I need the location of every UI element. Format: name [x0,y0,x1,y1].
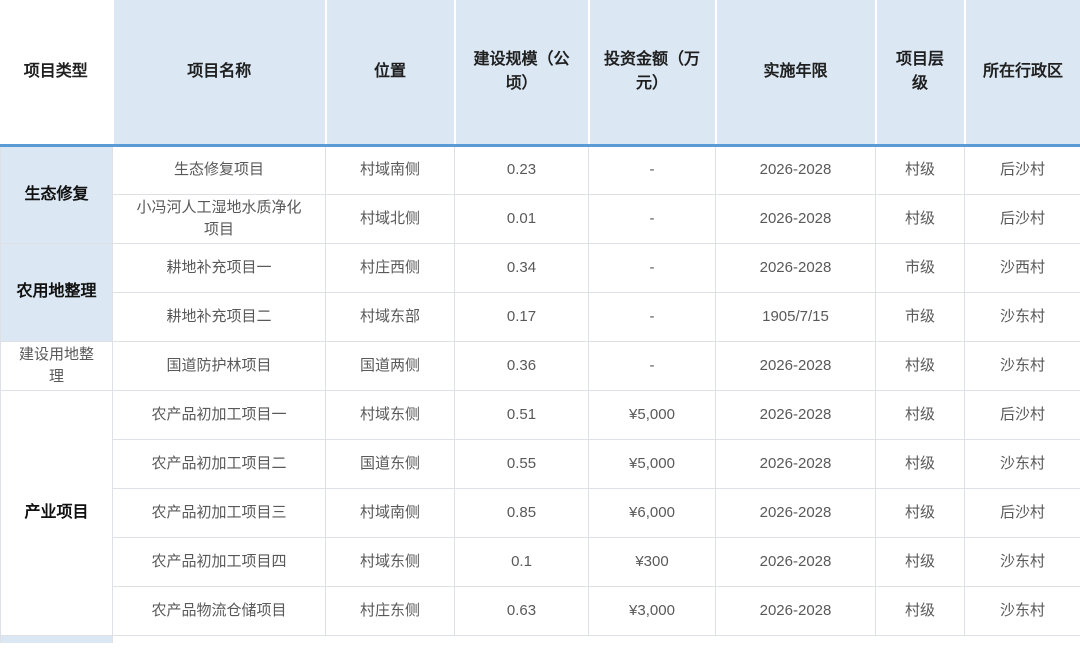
cell-district: 沙西村 [964,242,1080,293]
cell-project-name: 农产品初加工项目二 [112,438,326,489]
cell-scale: 0.34 [454,242,589,293]
cell-scale: 0.1 [454,536,589,587]
cell-years: 2026-2028 [715,193,876,244]
col-header-district: 所在行政区 [964,0,1080,147]
cell-scale: 0.85 [454,487,589,538]
col-header-location: 位置 [325,0,456,147]
cell-years: 2026-2028 [715,438,876,489]
cell-years: 1905/7/15 [715,291,876,342]
cell-level: 村级 [875,487,965,538]
cut-off-group-cell [0,634,113,643]
col-header-level: 项目层级 [875,0,966,147]
cell-project-name: 农产品初加工项目一 [112,389,326,440]
group-cell-ecological-restoration: 生态修复 [0,144,113,244]
cell-years: 2026-2028 [715,536,876,587]
cell-location: 村域东部 [325,291,455,342]
cell-investment: - [588,144,716,195]
col-header-project-type: 项目类型 [0,0,114,147]
cell-project-name: 小冯河人工湿地水质净化项目 [112,193,326,244]
col-header-scale: 建设规模（公顷） [454,0,590,147]
cell-district: 后沙村 [964,389,1080,440]
cell-investment: - [588,193,716,244]
cell-level: 市级 [875,291,965,342]
cell-investment: ¥5,000 [588,389,716,440]
cell-location: 村庄西侧 [325,242,455,293]
cell-investment: - [588,291,716,342]
cell-investment: ¥6,000 [588,487,716,538]
cell-scale: 0.36 [454,340,589,391]
cell-location: 村域南侧 [325,487,455,538]
cell-district: 沙东村 [964,438,1080,489]
cell-district: 沙东村 [964,536,1080,587]
cell-project-name: 农产品初加工项目四 [112,536,326,587]
col-header-project-name: 项目名称 [112,0,327,147]
cell-location: 国道东侧 [325,438,455,489]
cell-location: 村域南侧 [325,144,455,195]
cell-district: 沙东村 [964,340,1080,391]
cell-years: 2026-2028 [715,487,876,538]
cell-level: 村级 [875,585,965,636]
cell-years: 2026-2028 [715,242,876,293]
group-cell-industry-projects: 产业项目 [0,389,113,636]
cell-project-name: 耕地补充项目二 [112,291,326,342]
cell-location: 村域北侧 [325,193,455,244]
cell-scale: 0.01 [454,193,589,244]
table-row: 农产品物流仓储项目 村庄东侧 0.63 ¥3,000 2026-2028 村级 … [1,585,1080,636]
cell-investment: - [588,242,716,293]
header-row: 项目类型 项目名称 位置 建设规模（公顷） 投资金额（万元） 实施年限 项目层级… [0,0,1080,147]
cell-project-name: 国道防护林项目 [112,340,326,391]
cell-level: 村级 [875,438,965,489]
cell-project-name: 耕地补充项目一 [112,242,326,293]
cell-project-name: 生态修复项目 [112,144,326,195]
table-row: 小冯河人工湿地水质净化项目 村域北侧 0.01 - 2026-2028 村级 后… [1,193,1080,244]
cell-scale: 0.51 [454,389,589,440]
table-row: 生态修复 生态修复项目 村域南侧 0.23 - 2026-2028 村级 后沙村 [0,144,1080,244]
cell-project-name: 农产品初加工项目三 [112,487,326,538]
cell-investment: ¥300 [588,536,716,587]
cell-scale: 0.23 [454,144,589,195]
cell-level: 村级 [875,389,965,440]
col-header-years: 实施年限 [715,0,877,147]
table-row: 农产品初加工项目二 国道东侧 0.55 ¥5,000 2026-2028 村级 … [1,438,1080,489]
cell-level: 村级 [875,144,965,195]
cell-project-name: 农产品物流仓储项目 [112,585,326,636]
cell-district: 沙东村 [964,585,1080,636]
cell-level: 村级 [875,193,965,244]
cell-investment: ¥3,000 [588,585,716,636]
cell-investment: ¥5,000 [588,438,716,489]
group-cell-construction-land-consolidation: 建设用地整理 [0,340,113,391]
cell-location: 村庄东侧 [325,585,455,636]
cell-scale: 0.55 [454,438,589,489]
cut-off-next-group-row [0,634,1080,643]
table-row: 农产品初加工项目三 村域南侧 0.85 ¥6,000 2026-2028 村级 … [1,487,1080,538]
cell-location: 村域东侧 [325,389,455,440]
cut-off-body-cells [112,634,1080,643]
table-row: 建设用地整理 国道防护林项目 国道两侧 0.36 - 2026-2028 村级 … [0,340,1080,391]
cell-years: 2026-2028 [715,340,876,391]
col-header-investment: 投资金额（万元） [588,0,717,147]
cell-scale: 0.63 [454,585,589,636]
cell-district: 后沙村 [964,487,1080,538]
cell-level: 村级 [875,536,965,587]
cell-years: 2026-2028 [715,389,876,440]
group-cell-farmland-consolidation: 农用地整理 [0,242,113,342]
cell-scale: 0.17 [454,291,589,342]
cell-level: 市级 [875,242,965,293]
cell-district: 沙东村 [964,291,1080,342]
cell-investment: - [588,340,716,391]
table-row: 农用地整理 耕地补充项目一 村庄西侧 0.34 - 2026-2028 市级 沙… [0,242,1080,342]
cell-years: 2026-2028 [715,144,876,195]
table-row: 农产品初加工项目四 村域东侧 0.1 ¥300 2026-2028 村级 沙东村 [1,536,1080,587]
cell-location: 国道两侧 [325,340,455,391]
cell-years: 2026-2028 [715,585,876,636]
cell-district: 后沙村 [964,193,1080,244]
table-row: 耕地补充项目二 村域东部 0.17 - 1905/7/15 市级 沙东村 [1,291,1080,342]
cell-district: 后沙村 [964,144,1080,195]
cell-level: 村级 [875,340,965,391]
cell-location: 村域东侧 [325,536,455,587]
table-row: 产业项目 农产品初加工项目一 村域东侧 0.51 ¥5,000 2026-202… [0,389,1080,636]
